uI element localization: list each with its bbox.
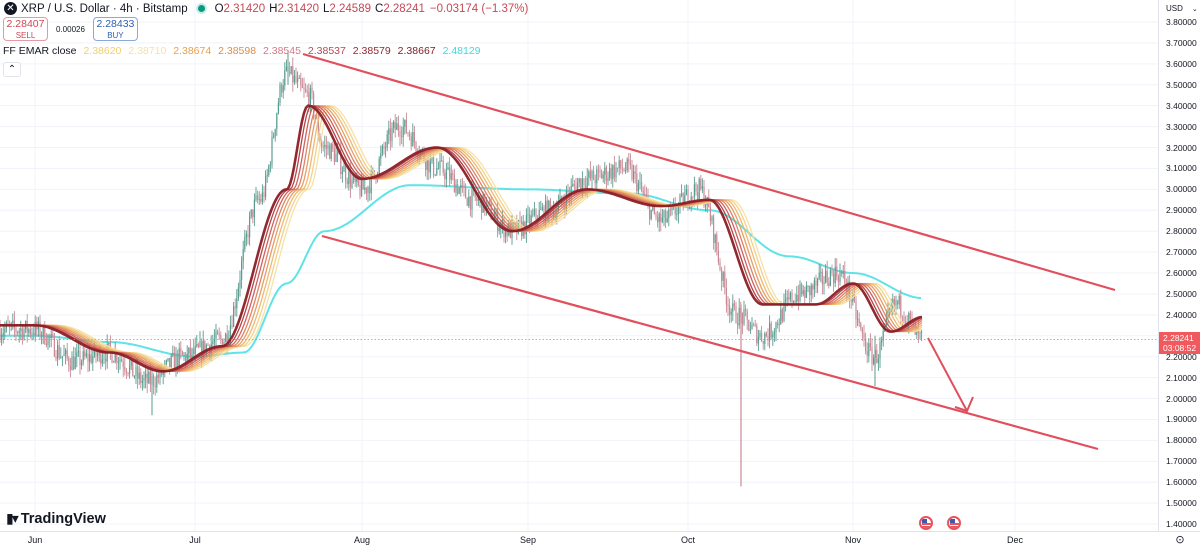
ema-value-2: 2.38710	[128, 45, 167, 57]
price-tick: 3.60000	[1166, 58, 1197, 69]
currency-label: USD	[1166, 4, 1183, 13]
ema-value-5: 2.38545	[263, 45, 301, 57]
symbol-header: ✕ XRP / U.S. Dollar · 4h · Bitstamp O 2.3…	[4, 2, 530, 15]
indicator-name: FF EMAR close	[3, 45, 77, 57]
price-tick: 3.70000	[1166, 37, 1197, 48]
high-label: H	[269, 2, 278, 15]
close-label: C	[375, 2, 384, 15]
gear-icon: ⊙	[1175, 534, 1185, 546]
price-tick: 1.50000	[1166, 498, 1197, 509]
ema-ribbon	[0, 104, 923, 373]
price-tick: 3.20000	[1166, 142, 1197, 153]
last-price-tag: 2.28241 03:08:52	[1159, 332, 1200, 354]
price-tick: 3.80000	[1166, 17, 1197, 27]
ema-value-6: 2.38537	[307, 45, 346, 57]
sell-button[interactable]: 2.28407 SELL	[3, 17, 48, 41]
last-price-value: 2.28241	[1163, 333, 1194, 343]
economic-event-us-flag-icon[interactable]	[919, 516, 933, 530]
chart-grid	[0, 0, 1158, 531]
xrp-logo-icon: ✕	[4, 2, 17, 15]
price-tick: 3.40000	[1166, 100, 1197, 111]
low-label: L	[323, 2, 330, 15]
time-tick: Jun	[27, 535, 43, 545]
price-tick: 3.30000	[1166, 121, 1197, 132]
ema-value-9: 2.48129	[442, 45, 481, 57]
open-value: 2.31420	[223, 2, 266, 15]
price-tick: 1.80000	[1166, 435, 1197, 446]
ema-long-line	[0, 184, 922, 358]
price-tick: 3.50000	[1166, 79, 1197, 90]
price-tick: 1.90000	[1166, 414, 1197, 425]
trade-panel: 2.28407 SELL 0.00026 2.28433 BUY	[3, 17, 138, 41]
price-tick: 2.80000	[1166, 226, 1197, 237]
price-tick: 2.90000	[1166, 205, 1197, 216]
market-open-icon	[197, 5, 205, 12]
price-tick: 1.60000	[1166, 477, 1197, 488]
bar-countdown: 03:08:52	[1163, 343, 1197, 353]
sell-price: 2.28407	[6, 18, 45, 30]
price-tick: 2.60000	[1166, 268, 1197, 279]
low-value: 2.24589	[329, 2, 371, 15]
logo-text: TradingView	[20, 510, 106, 527]
price-tick: 2.70000	[1166, 247, 1197, 258]
price-tick: 1.40000	[1166, 519, 1197, 530]
price-tick: 2.10000	[1166, 372, 1197, 383]
ema-value-4: 2.38598	[218, 45, 257, 57]
tradingview-mark-icon: ▮▾	[6, 510, 19, 526]
indicator-legend[interactable]: FF EMAR close 2.38620 2.38710 2.38674 2.…	[3, 45, 485, 57]
price-tick: 3.10000	[1166, 163, 1197, 174]
price-tick: 3.00000	[1166, 184, 1197, 195]
close-value: 2.28241	[383, 2, 425, 15]
currency-selector[interactable]: USD ⌄	[1166, 4, 1198, 13]
economic-event-us-flag-icon[interactable]	[947, 516, 961, 530]
change-value: −0.03174 (−1.37%)	[429, 2, 529, 15]
open-label: O	[214, 2, 224, 15]
price-tick: 2.20000	[1166, 351, 1197, 362]
time-axis[interactable]	[0, 531, 1200, 549]
price-tick: 2.00000	[1166, 393, 1197, 404]
spread-value: 0.00026	[56, 24, 85, 34]
chevron-up-icon: ⌃	[7, 64, 17, 75]
time-tick: Dec	[1006, 535, 1024, 545]
trend-line-annotations[interactable]	[0, 52, 1158, 451]
time-tick: Sep	[519, 535, 537, 545]
buy-button[interactable]: 2.28433 BUY	[92, 17, 138, 41]
price-tick: 2.50000	[1166, 288, 1197, 299]
time-tick: Nov	[844, 535, 862, 545]
price-tick: 2.40000	[1166, 309, 1197, 320]
tradingview-logo[interactable]: ▮▾ TradingView	[6, 510, 106, 527]
time-tick: Jul	[189, 535, 201, 545]
symbol-title[interactable]: XRP / U.S. Dollar · 4h · Bitstamp	[21, 2, 188, 15]
collapse-legend-button[interactable]: ⌃	[3, 62, 21, 77]
buy-price: 2.28433	[96, 18, 135, 30]
ema-value-8: 2.38667	[397, 45, 436, 57]
ema-value-1: 2.38620	[83, 45, 122, 57]
sell-label: SELL	[15, 31, 36, 40]
ema-value-7: 2.38579	[352, 45, 391, 57]
chevron-down-icon: ⌄	[1191, 6, 1198, 13]
chart-settings-button[interactable]: ⊙	[1173, 533, 1187, 547]
ema-value-3: 2.38674	[173, 45, 212, 57]
buy-label: BUY	[107, 31, 124, 40]
price-scale[interactable]	[1158, 0, 1200, 531]
high-value: 2.31420	[277, 2, 320, 15]
candlesticks	[0, 51, 923, 487]
time-tick: Aug	[353, 535, 371, 545]
price-tick: 1.70000	[1166, 456, 1197, 467]
time-tick: Oct	[680, 535, 696, 545]
